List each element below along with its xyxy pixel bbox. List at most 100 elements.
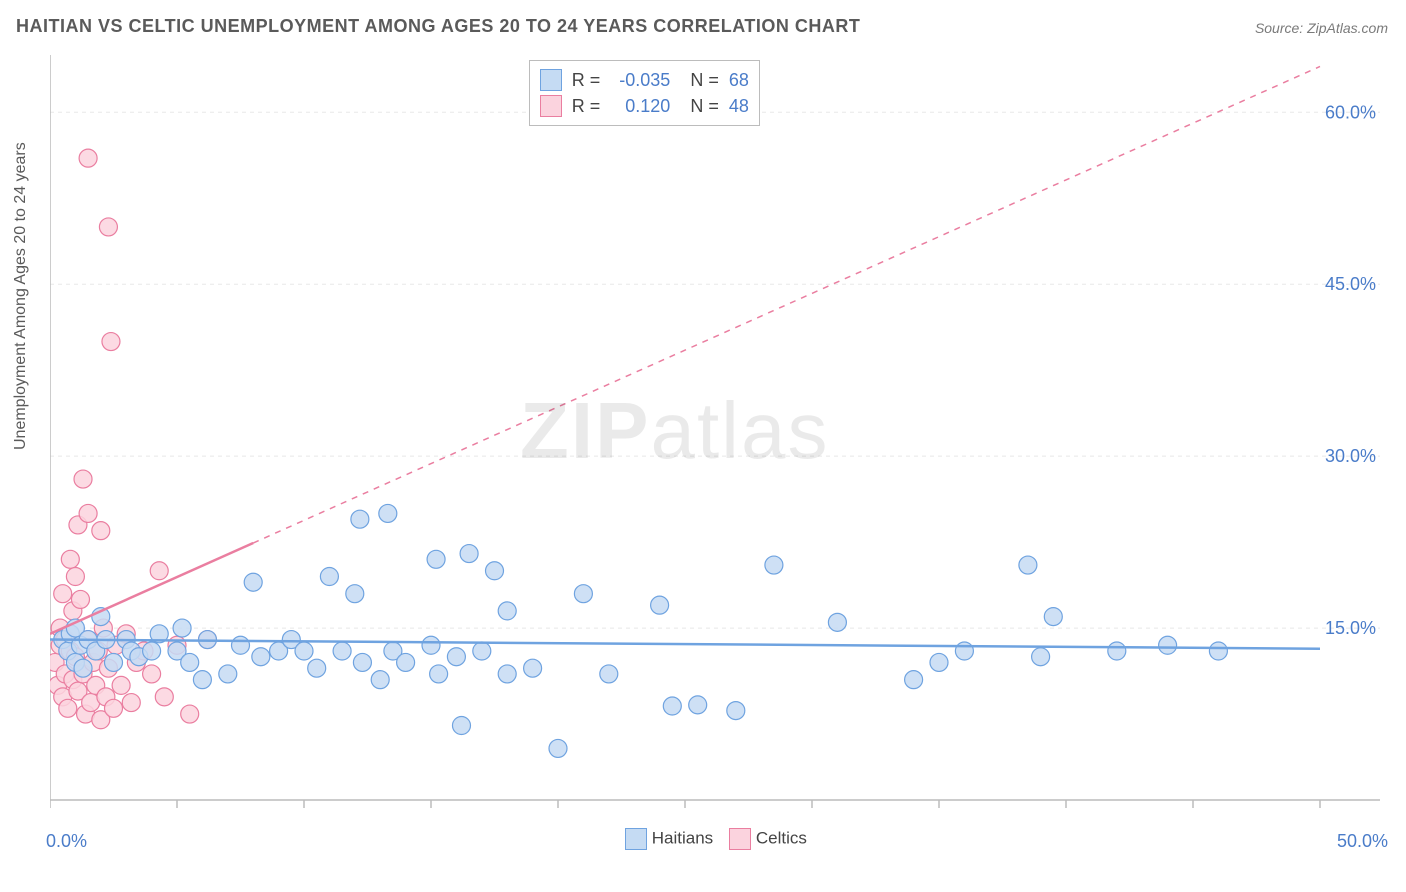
n-label: N = [680,96,719,117]
data-point [71,590,89,608]
plot-area: 15.0%30.0%45.0%60.0% ZIPatlas R =-0.035 … [50,55,1380,820]
data-point [143,665,161,683]
r-value: -0.035 [610,70,670,91]
data-point [486,562,504,580]
x-min-label: 0.0% [46,831,87,852]
r-label: R = [572,70,601,91]
data-point [79,504,97,522]
data-point [379,504,397,522]
r-label: R = [572,96,601,117]
source-label: Source: ZipAtlas.com [1255,20,1388,36]
data-point [473,642,491,660]
data-point [1209,642,1227,660]
data-point [143,642,161,660]
data-point [460,545,478,563]
data-point [524,659,542,677]
data-point [105,699,123,717]
data-point [430,665,448,683]
legend-stats-row: R = 0.120 N = 48 [540,93,749,119]
data-point [1019,556,1037,574]
data-point [122,694,140,712]
n-value: 68 [729,70,749,91]
data-point [79,149,97,167]
data-point [173,619,191,637]
data-point [651,596,669,614]
chart-title: HAITIAN VS CELTIC UNEMPLOYMENT AMONG AGE… [16,16,860,37]
data-point [1044,608,1062,626]
data-point [333,642,351,660]
data-point [447,648,465,666]
legend-swatch [540,95,562,117]
data-point [99,218,117,236]
legend-swatch [625,828,647,850]
x-max-label: 50.0% [1337,831,1388,852]
y-axis-label: Unemployment Among Ages 20 to 24 years [12,142,30,450]
data-point [930,653,948,671]
data-point [295,642,313,660]
data-point [346,585,364,603]
data-point [549,739,567,757]
legend-series-name: Haitians [652,828,713,847]
data-point [105,653,123,671]
data-point [1108,642,1126,660]
data-point [54,585,72,603]
data-point [181,653,199,671]
data-point [219,665,237,683]
data-point [600,665,618,683]
data-point [905,671,923,689]
legend-item: Haitians [625,828,713,850]
data-point [955,642,973,660]
data-point [397,653,415,671]
data-point [92,522,110,540]
data-point [74,470,92,488]
trend-line-dashed [253,66,1320,543]
data-point [61,550,79,568]
legend-stats-row: R = -0.035 N = 68 [540,67,749,93]
legend-series-name: Celtics [756,828,807,847]
data-point [308,659,326,677]
data-point [765,556,783,574]
data-point [574,585,592,603]
n-value: 48 [729,96,749,117]
y-tick-label: 30.0% [1325,446,1376,466]
data-point [59,699,77,717]
data-point [181,705,199,723]
data-point [74,659,92,677]
legend-swatch [729,828,751,850]
data-point [252,648,270,666]
data-point [232,636,250,654]
series-legend: Haitians Celtics [625,828,807,850]
data-point [498,665,516,683]
data-point [112,676,130,694]
legend-swatch [540,69,562,91]
y-tick-label: 45.0% [1325,274,1376,294]
data-point [155,688,173,706]
data-point [689,696,707,714]
data-point [1159,636,1177,654]
data-point [452,717,470,735]
data-point [150,562,168,580]
data-point [66,568,84,586]
data-point [102,333,120,351]
data-point [353,653,371,671]
data-point [193,671,211,689]
r-value: 0.120 [610,96,670,117]
data-point [244,573,262,591]
data-point [828,613,846,631]
data-point [427,550,445,568]
legend-item: Celtics [729,828,807,850]
data-point [1032,648,1050,666]
data-point [371,671,389,689]
scatter-chart: 15.0% 30.0% 45.0% 60.0% [50,55,1380,820]
data-point [663,697,681,715]
trend-line-solid [50,543,253,634]
data-point [422,636,440,654]
data-point [727,702,745,720]
data-point [351,510,369,528]
n-label: N = [680,70,719,91]
y-tick-label: 60.0% [1325,102,1376,122]
correlation-legend: R = -0.035 N = 68 R = 0.120 N = 48 [529,60,760,126]
data-point [498,602,516,620]
data-point [320,568,338,586]
y-tick-label: 15.0% [1325,618,1376,638]
